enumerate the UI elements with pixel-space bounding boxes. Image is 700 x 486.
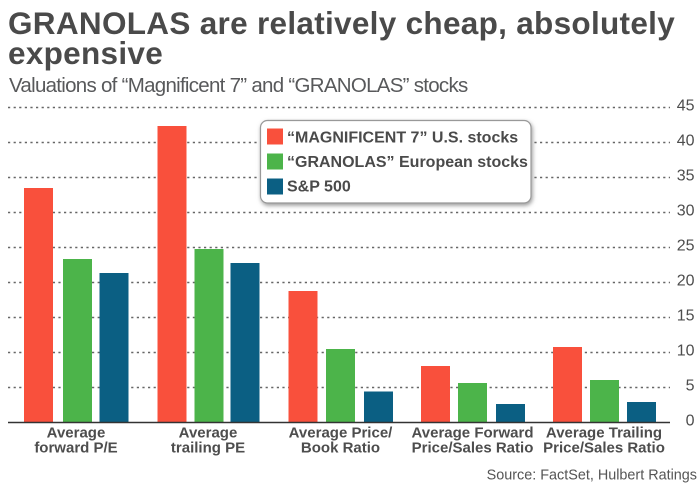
- svg-text:Book Ratio: Book Ratio: [301, 440, 380, 457]
- svg-text:“GRANOLAS” European stocks: “GRANOLAS” European stocks: [287, 154, 528, 171]
- svg-text:0: 0: [686, 413, 695, 430]
- svg-text:Price/Sales Ratio: Price/Sales Ratio: [412, 440, 534, 457]
- svg-text:Price/Sales Ratio: Price/Sales Ratio: [543, 440, 665, 457]
- svg-text:Average Trailing: Average Trailing: [546, 425, 662, 442]
- svg-text:Average Forward: Average Forward: [412, 425, 534, 442]
- svg-text:forward P/E: forward P/E: [34, 440, 117, 457]
- svg-text:25: 25: [677, 238, 695, 255]
- svg-text:35: 35: [677, 168, 695, 185]
- svg-text:20: 20: [677, 273, 695, 290]
- svg-text:Average Price/: Average Price/: [289, 425, 394, 442]
- svg-text:5: 5: [686, 378, 695, 395]
- svg-text:45: 45: [677, 98, 695, 115]
- svg-text:30: 30: [677, 203, 695, 220]
- svg-text:Average: Average: [47, 425, 106, 442]
- svg-text:10: 10: [677, 343, 695, 360]
- svg-text:“MAGNIFICENT 7” U.S. stocks: “MAGNIFICENT 7” U.S. stocks: [287, 130, 518, 147]
- svg-text:S&P 500: S&P 500: [287, 179, 351, 196]
- svg-text:15: 15: [677, 308, 695, 325]
- svg-text:Source: FactSet, Hulbert Ratin: Source: FactSet, Hulbert Ratings: [487, 468, 697, 484]
- svg-text:40: 40: [677, 133, 695, 150]
- svg-text:Average: Average: [179, 425, 238, 442]
- svg-text:trailing PE: trailing PE: [171, 440, 245, 457]
